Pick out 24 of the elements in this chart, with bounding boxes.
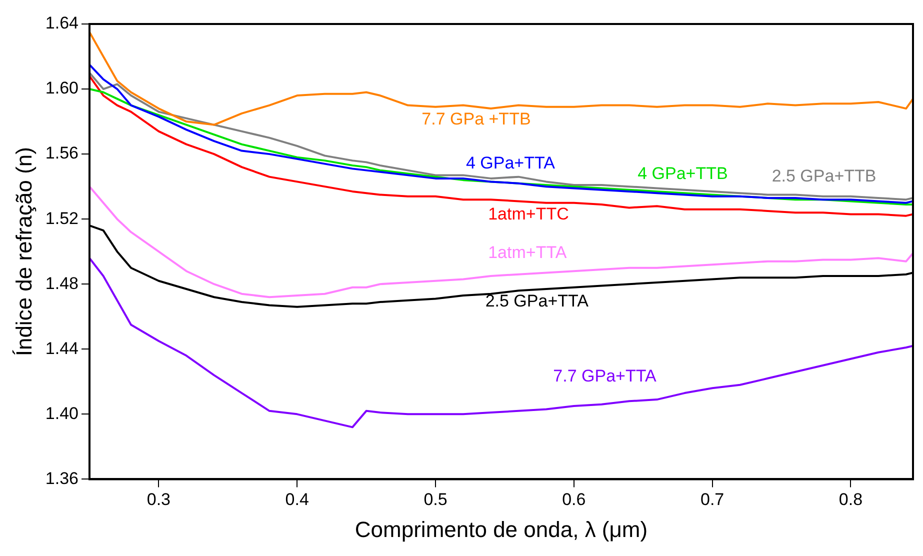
x-tick-label: 0.8 <box>838 490 863 510</box>
x-axis-title: Comprimento de onda, λ (μm) <box>354 516 648 542</box>
y-axis-title: Índice de refração (n) <box>11 147 36 356</box>
series-label: 7.7 GPa+TTA <box>553 366 657 386</box>
y-tick-label: 1.40 <box>45 404 78 423</box>
series-label: 7.7 GPa +TTB <box>422 110 531 129</box>
series-label: 2.5 GPa+TTA <box>485 292 590 311</box>
x-tick-label: 0.7 <box>700 490 724 510</box>
series-label: 1atm+TTC <box>488 204 569 224</box>
y-tick-label: 1.36 <box>45 468 78 488</box>
y-tick-label: 1.64 <box>45 14 78 33</box>
series-label: 4 GPa+TTB <box>638 164 728 184</box>
y-tick-label: 1.52 <box>45 208 78 228</box>
x-tick-label: 0.5 <box>424 490 448 510</box>
series-label: 4 GPa+TTA <box>466 154 556 172</box>
x-tick-label: 0.6 <box>562 490 586 510</box>
y-tick-label: 1.60 <box>45 78 78 98</box>
series-label: 1atm+TTA <box>488 242 568 262</box>
y-tick-label: 1.56 <box>45 144 78 163</box>
x-tick-label: 0.4 <box>285 490 309 510</box>
x-tick-label: 0.3 <box>146 490 171 510</box>
y-tick-label: 1.44 <box>45 338 78 358</box>
y-tick-label: 1.48 <box>45 274 78 293</box>
series-label: 2.5 GPa+TTB <box>772 166 876 186</box>
